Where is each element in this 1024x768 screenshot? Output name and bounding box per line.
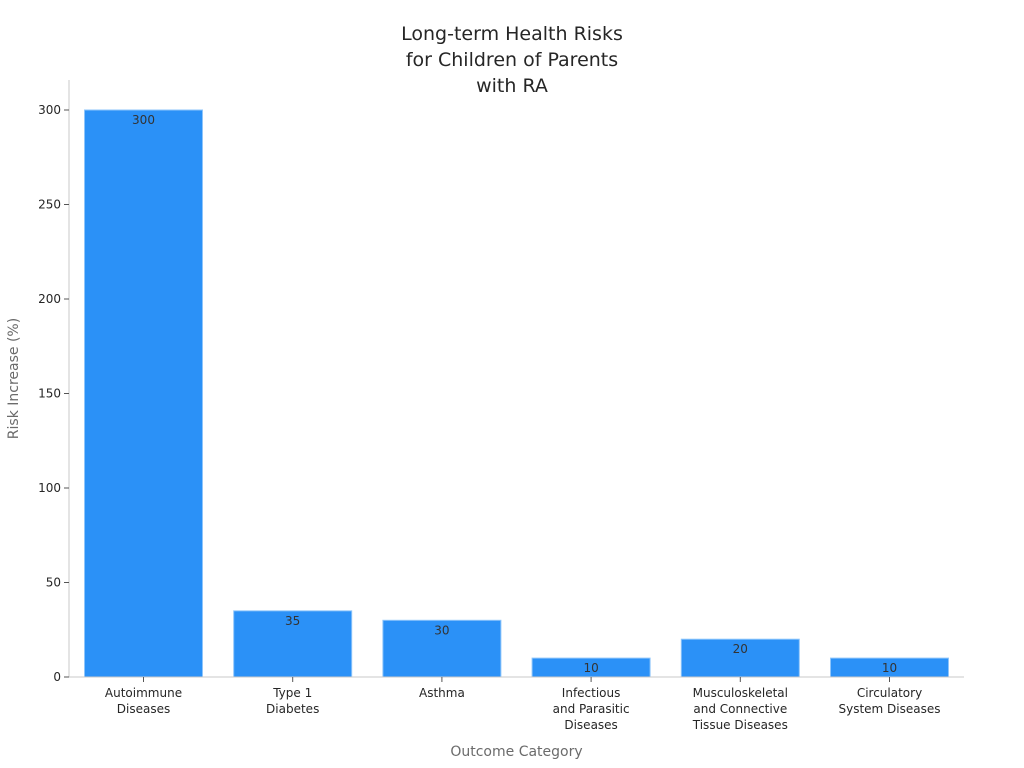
bar: [382, 619, 502, 678]
y-tick-label: 0: [53, 670, 61, 684]
chart-title: Long-term Health Risks for Children of Pa…: [401, 23, 623, 97]
bar-value-label: 10: [583, 661, 598, 675]
x-tick-label: Type 1: [272, 686, 312, 700]
chart-title-line: Long-term Health Risks: [401, 23, 623, 45]
y-axis-title: Risk Increase (%): [6, 318, 22, 439]
x-tick-label: Musculoskeletal: [693, 686, 788, 700]
x-tick-label: Autoimmune: [105, 686, 182, 700]
x-tick-label: Infectious: [562, 686, 621, 700]
y-tick-label: 300: [38, 103, 61, 117]
y-tick-label: 200: [38, 292, 61, 306]
x-tick-label: System Diseases: [838, 702, 940, 716]
bar: [84, 109, 203, 678]
x-tick-label: and Parasitic: [553, 702, 630, 716]
x-tick-label: Diabetes: [266, 702, 319, 716]
x-tick-label: Diseases: [117, 702, 170, 716]
x-axis-ticks: Autoimmune Diseases Type 1 Diabetes Asthma In…: [105, 677, 941, 732]
bar: [233, 610, 353, 678]
bar-value-label: 300: [132, 113, 155, 127]
x-tick-label: Diseases: [564, 718, 617, 732]
bar-value-label: 30: [434, 623, 449, 637]
bars: [84, 109, 949, 678]
data-labels: 300 35 30 10 20 10: [132, 113, 897, 675]
y-tick-label: 150: [38, 387, 61, 401]
bar-value-label: 20: [733, 642, 748, 656]
axes: [68, 80, 964, 678]
x-tick-label: Asthma: [419, 686, 465, 700]
y-axis-ticks: 0 50 100 150 200 250 300: [38, 103, 69, 684]
bar-value-label: 35: [285, 614, 300, 628]
y-tick-label: 100: [38, 481, 61, 495]
y-tick-label: 50: [46, 576, 61, 590]
chart-title-line: for Children of Parents: [406, 49, 618, 71]
y-tick-label: 250: [38, 198, 61, 212]
x-tick-label: Tissue Diseases: [692, 718, 788, 732]
x-tick-label: and Connective: [693, 702, 787, 716]
x-tick-label: Circulatory: [857, 686, 922, 700]
chart-title-line: with RA: [476, 75, 548, 97]
bar: [680, 638, 800, 678]
x-axis-title: Outcome Category: [450, 744, 582, 760]
bar-value-label: 10: [882, 661, 897, 675]
